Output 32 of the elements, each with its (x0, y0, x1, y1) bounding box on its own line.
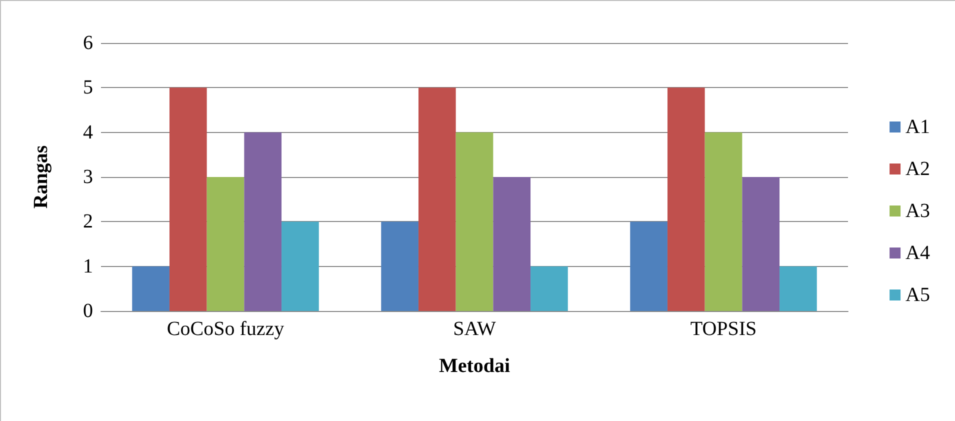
bar (667, 88, 705, 311)
bar (456, 132, 494, 311)
legend-label: A4 (906, 242, 930, 264)
y-tick-label: 3 (83, 166, 93, 188)
y-axis-title: Rangas (30, 145, 52, 209)
bar (244, 132, 282, 311)
legend-label: A5 (906, 284, 930, 306)
y-tick-label: 4 (83, 121, 93, 144)
x-tick-label: TOPSIS (690, 318, 757, 340)
bar (780, 266, 817, 311)
x-axis-title: Metodai (438, 355, 510, 377)
bar (530, 266, 568, 311)
bar (206, 177, 244, 311)
legend-label: A3 (906, 200, 930, 222)
bar (418, 88, 456, 311)
bar (381, 222, 418, 311)
bar (704, 132, 742, 311)
bar (742, 177, 780, 311)
legend-label: A1 (906, 116, 930, 138)
x-tick-label: CoCoSo fuzzy (166, 318, 284, 340)
y-tick-label: 6 (83, 32, 93, 54)
bar (493, 177, 531, 311)
x-tick-label: SAW (453, 318, 496, 340)
y-tick-label: 5 (83, 76, 93, 99)
legend-label: A2 (906, 158, 930, 180)
bar (282, 222, 319, 311)
bar (169, 88, 207, 311)
bar (630, 222, 668, 311)
y-tick-label: 2 (83, 210, 93, 233)
y-tick-label: 0 (83, 300, 93, 322)
bar (132, 266, 170, 311)
y-tick-label: 1 (83, 255, 93, 278)
